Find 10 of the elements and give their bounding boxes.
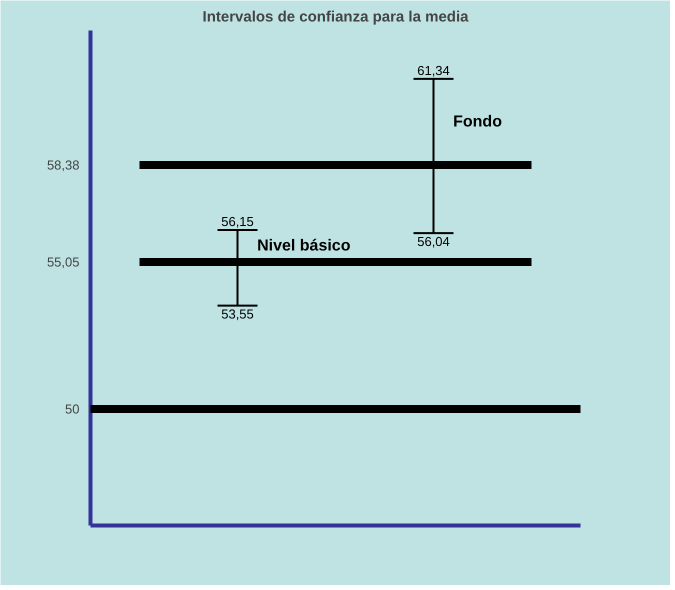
annotation: 53,55 [221, 306, 254, 322]
series-label: Nivel básico [257, 237, 351, 254]
text: Fondo [453, 113, 502, 130]
annotation: 56,15 [221, 214, 254, 229]
y-tick-label: 58,38 [46, 158, 80, 173]
annotation: 61,34 [417, 62, 450, 78]
y-tick-label: 55,05 [46, 254, 80, 270]
chart-title: Intervalos de confianza para la media [202, 8, 470, 26]
annotation: 56,04 [417, 234, 450, 250]
y-tick-label: 50 [65, 402, 80, 417]
